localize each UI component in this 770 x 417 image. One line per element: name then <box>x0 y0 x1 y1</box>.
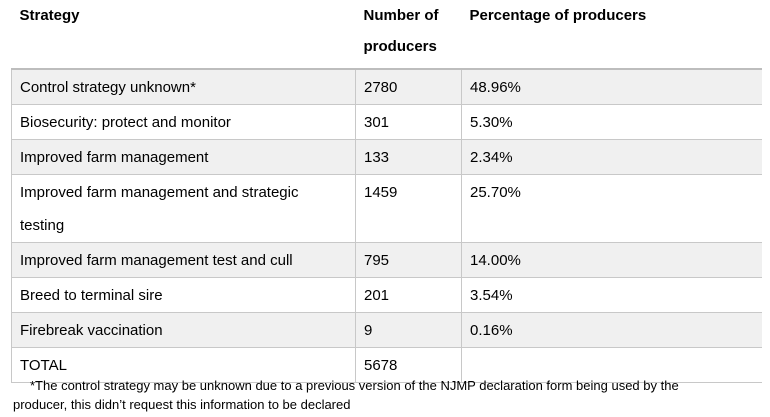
cell-number: 2780 <box>355 69 462 105</box>
table-row-total: TOTAL 5678 <box>11 347 762 383</box>
cell-number: 795 <box>355 242 462 278</box>
cell-percentage: 3.54% <box>461 277 762 313</box>
cell-strategy: Control strategy unknown* <box>11 69 356 105</box>
footnote-line-2: producer, this didn’t request this infor… <box>13 397 351 412</box>
header-percentage-of-producers: Percentage of producers <box>461 0 762 70</box>
header-strategy: Strategy <box>11 0 356 70</box>
table-row: Improved farm management 133 2.34% <box>11 139 762 175</box>
cell-number: 1459 <box>355 174 462 243</box>
footnote-line-1: *The control strategy may be unknown due… <box>30 378 679 393</box>
cell-percentage: 14.00% <box>461 242 762 278</box>
cell-strategy: Breed to terminal sire <box>11 277 356 313</box>
strategy-table-container: Strategy Number of producers Percentage … <box>11 0 762 383</box>
table-row: Firebreak vaccination 9 0.16% <box>11 312 762 348</box>
cell-number: 5678 <box>355 347 462 383</box>
cell-percentage <box>461 347 762 383</box>
cell-percentage: 48.96% <box>461 69 762 105</box>
table-row: Breed to terminal sire 201 3.54% <box>11 277 762 313</box>
cell-strategy: Firebreak vaccination <box>11 312 356 348</box>
cell-strategy: Improved farm management and strategic t… <box>11 174 356 243</box>
cell-number: 133 <box>355 139 462 175</box>
cell-number: 9 <box>355 312 462 348</box>
cell-number: 301 <box>355 104 462 140</box>
table-row: Control strategy unknown* 2780 48.96% <box>11 69 762 105</box>
table-header-row: Strategy Number of producers Percentage … <box>11 0 762 70</box>
strategy-table: Strategy Number of producers Percentage … <box>11 0 762 383</box>
cell-percentage: 0.16% <box>461 312 762 348</box>
cell-percentage: 2.34% <box>461 139 762 175</box>
cell-percentage: 25.70% <box>461 174 762 243</box>
table-row: Improved farm management and strategic t… <box>11 174 762 243</box>
table-row: Biosecurity: protect and monitor 301 5.3… <box>11 104 762 140</box>
cell-strategy: Improved farm management test and cull <box>11 242 356 278</box>
cell-strategy: Improved farm management <box>11 139 356 175</box>
cell-number: 201 <box>355 277 462 313</box>
cell-percentage: 5.30% <box>461 104 762 140</box>
footnote: *The control strategy may be unknown due… <box>13 376 763 414</box>
table-row: Improved farm management test and cull 7… <box>11 242 762 278</box>
cell-strategy: TOTAL <box>11 347 356 383</box>
header-number-of-producers: Number of producers <box>355 0 462 70</box>
cell-strategy: Biosecurity: protect and monitor <box>11 104 356 140</box>
